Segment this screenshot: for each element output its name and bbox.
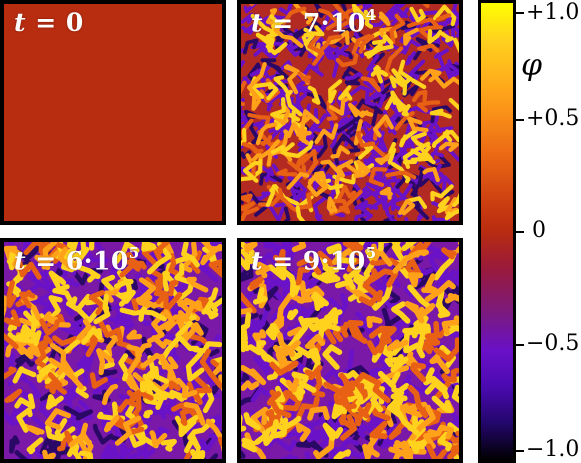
tick-label: −1.0 <box>526 437 580 462</box>
pattern-t1 <box>241 4 459 221</box>
tick-label: −0.5 <box>526 331 580 356</box>
tick-mark <box>516 12 524 14</box>
panel-t3-label: t = 9·105 <box>251 244 377 276</box>
panel-t0-label: t = 0 <box>14 8 84 37</box>
tick-mark <box>516 344 524 346</box>
colorbar-label: φ <box>521 48 543 83</box>
tick-mark <box>516 119 524 121</box>
tick-label: 0 <box>532 218 546 243</box>
pattern-t3 <box>241 242 459 459</box>
panel-t2: t = 6·105 <box>0 238 226 463</box>
tick-mark <box>516 231 524 233</box>
tick-label: +0.5 <box>526 106 580 131</box>
panel-t2-label: t = 6·105 <box>14 244 140 276</box>
tick-mark <box>516 450 524 452</box>
panel-t3: t = 9·105 <box>237 238 463 463</box>
panel-t1-label: t = 7·104 <box>251 6 377 38</box>
panel-t0: t = 0 <box>0 0 226 225</box>
colorbar <box>478 0 516 463</box>
tick-label: +1.0 <box>526 0 580 25</box>
pattern-t2 <box>4 242 222 459</box>
panel-t1: t = 7·104 <box>237 0 463 225</box>
